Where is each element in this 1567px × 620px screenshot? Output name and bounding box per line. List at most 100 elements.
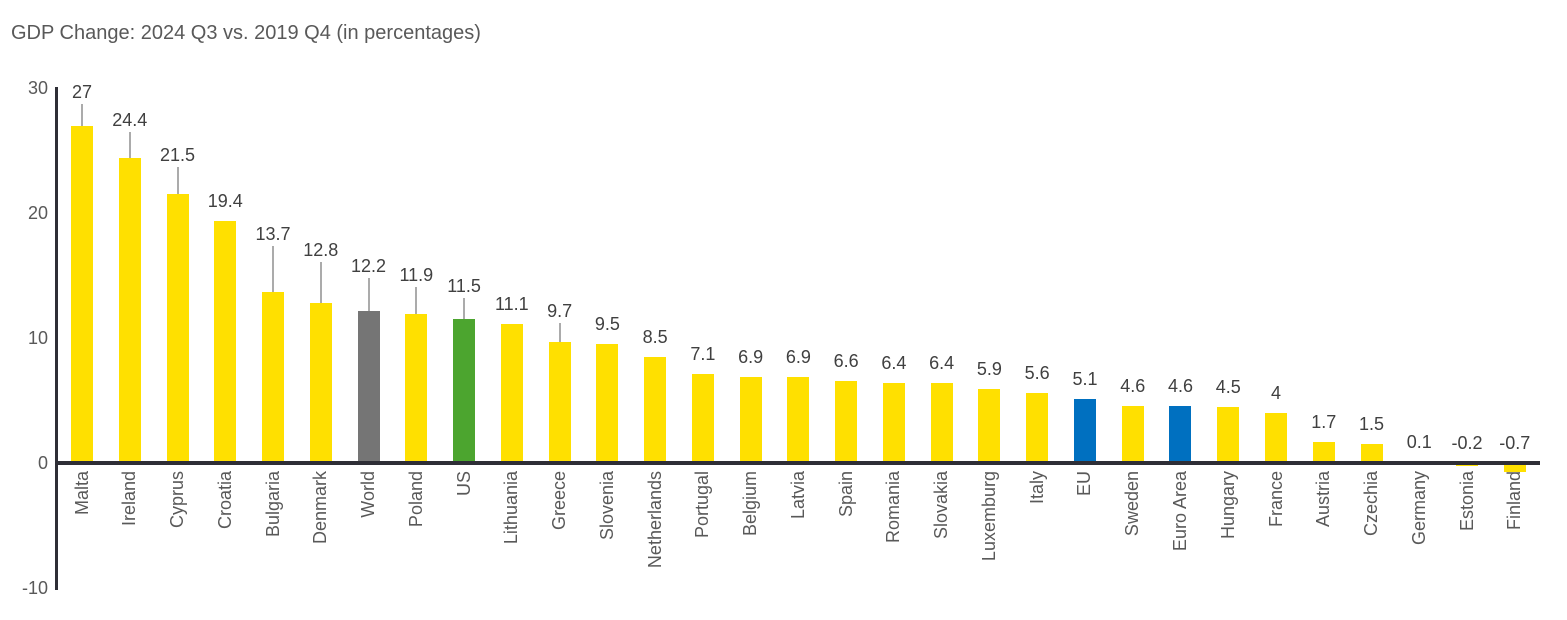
category-label-text: Croatia <box>214 471 235 530</box>
category-label-text: Spain <box>835 471 856 518</box>
category-label-text: Romania <box>883 471 904 544</box>
category-label-text: Finland <box>1504 471 1525 531</box>
category-label-text: Estonia <box>1456 471 1477 532</box>
bar-slovenia <box>596 344 619 463</box>
bar-value-label: 21.5 <box>159 145 196 166</box>
bar-us <box>453 319 476 463</box>
bar-value-label: 8.5 <box>642 326 668 347</box>
category-label-text: Italy <box>1026 471 1047 505</box>
y-axis-tick-label: 10 <box>27 328 48 348</box>
bar-value-label: 5.9 <box>976 359 1002 380</box>
category-label-text: Malta <box>71 471 92 516</box>
category-label-text: Portugal <box>692 471 713 539</box>
category-label-text: Lithuania <box>501 471 522 545</box>
value-label-leader-line <box>272 245 275 292</box>
bar-value-label: 9.5 <box>594 314 620 335</box>
bar-finland <box>1503 463 1526 472</box>
bar-malta <box>71 125 93 463</box>
bar-czechia <box>1360 444 1383 463</box>
value-label-leader-line <box>319 262 322 303</box>
bar-lithuania <box>500 324 523 463</box>
value-label-leader-line <box>176 167 179 195</box>
bar-value-label: 5.6 <box>1024 363 1050 383</box>
category-label-text: Ireland <box>119 471 140 527</box>
bar-value-label: 0.1 <box>1406 431 1432 452</box>
category-label-finland: Finland <box>1485 471 1545 596</box>
category-label-text: Cyprus <box>167 471 188 529</box>
y-axis-tick-label: 0 <box>37 453 48 473</box>
category-label-text: Euro Area <box>1169 471 1190 552</box>
category-label-text: Poland <box>405 471 426 528</box>
y-axis-tick-label: 20 <box>27 203 48 223</box>
bar-austria <box>1312 441 1335 463</box>
category-label-text: Bulgaria <box>262 471 283 538</box>
bar-poland <box>405 314 428 463</box>
category-label-text: Latvia <box>787 471 808 520</box>
category-label-text: Czechia <box>1361 471 1382 537</box>
bar-value-label: 6.9 <box>785 346 811 367</box>
bar-bulgaria <box>262 291 285 463</box>
bar-luxemburg <box>978 389 1001 463</box>
bar-latvia <box>787 376 810 463</box>
bar-portugal <box>691 374 714 463</box>
bar-denmark <box>309 303 332 463</box>
category-label-text: Hungary <box>1217 471 1238 540</box>
bar-hungary <box>1217 406 1240 463</box>
bar-value-label: 5.1 <box>1072 369 1098 390</box>
bar-value-label: 27 <box>71 81 93 102</box>
bar-cyprus <box>166 194 189 463</box>
bar-value-label: 4.6 <box>1120 375 1146 396</box>
value-label-leader-line <box>367 277 370 311</box>
category-label-text: Sweden <box>1122 471 1143 537</box>
value-label-leader-line <box>415 287 418 315</box>
bar-eu <box>1073 399 1096 463</box>
value-label-leader-line <box>558 322 561 342</box>
bar-value-label: -0.2 <box>1451 433 1483 453</box>
category-label-text: EU <box>1074 471 1095 497</box>
chart-title: GDP Change: 2024 Q3 vs. 2019 Q4 (in perc… <box>11 22 481 44</box>
bar-value-label: 11.5 <box>447 276 481 297</box>
x-axis-zero-line <box>55 461 1540 465</box>
value-label-leader-line <box>463 298 466 320</box>
bar-value-label: 7.1 <box>690 344 716 365</box>
bar-france <box>1265 413 1287 463</box>
bar-value-label: 19.4 <box>207 190 243 211</box>
bar-value-label: 13.7 <box>255 223 291 244</box>
bar-romania <box>882 383 905 463</box>
bar-value-label: 6.9 <box>738 346 764 367</box>
bar-world <box>357 310 380 463</box>
category-label-text: Slovakia <box>931 471 952 540</box>
bar-value-label: 12.2 <box>351 255 387 276</box>
y-axis-tick-label: -10 <box>21 578 48 598</box>
bar-netherlands <box>644 356 667 463</box>
bar-value-label: 4.6 <box>1167 375 1193 396</box>
category-label-text: Germany <box>1408 471 1429 546</box>
bar-slovakia <box>930 383 953 463</box>
value-label-leader-line <box>128 132 131 158</box>
bar-euro-area <box>1169 405 1192 463</box>
bar-value-label: -0.7 <box>1499 433 1531 453</box>
category-label-text: Luxemburg <box>978 471 999 562</box>
bar-spain <box>835 380 858 463</box>
bar-value-label: 9.7 <box>547 300 573 321</box>
bar-value-label: 6.4 <box>881 353 907 373</box>
bar-sweden <box>1121 405 1144 463</box>
value-label-leader-line <box>81 103 83 126</box>
y-axis-tick-label: 30 <box>27 78 48 98</box>
bar-belgium <box>739 376 762 463</box>
bar-greece <box>548 341 571 463</box>
bar-value-label: 12.8 <box>303 240 339 260</box>
category-label-text: US <box>453 471 474 497</box>
category-label-text: Slovenia <box>596 471 617 541</box>
category-label-text: World <box>358 471 379 518</box>
bar-value-label: 11.1 <box>494 294 529 315</box>
category-label-text: Denmark <box>310 471 331 545</box>
bar-value-label: 1.5 <box>1359 414 1385 435</box>
bar-value-label: 24.4 <box>112 110 148 130</box>
bar-italy <box>1026 393 1049 463</box>
bar-value-label: 6.6 <box>833 350 859 371</box>
bar-ireland <box>118 158 141 463</box>
y-axis-line <box>55 87 58 590</box>
bar-value-label: 1.7 <box>1311 411 1337 432</box>
